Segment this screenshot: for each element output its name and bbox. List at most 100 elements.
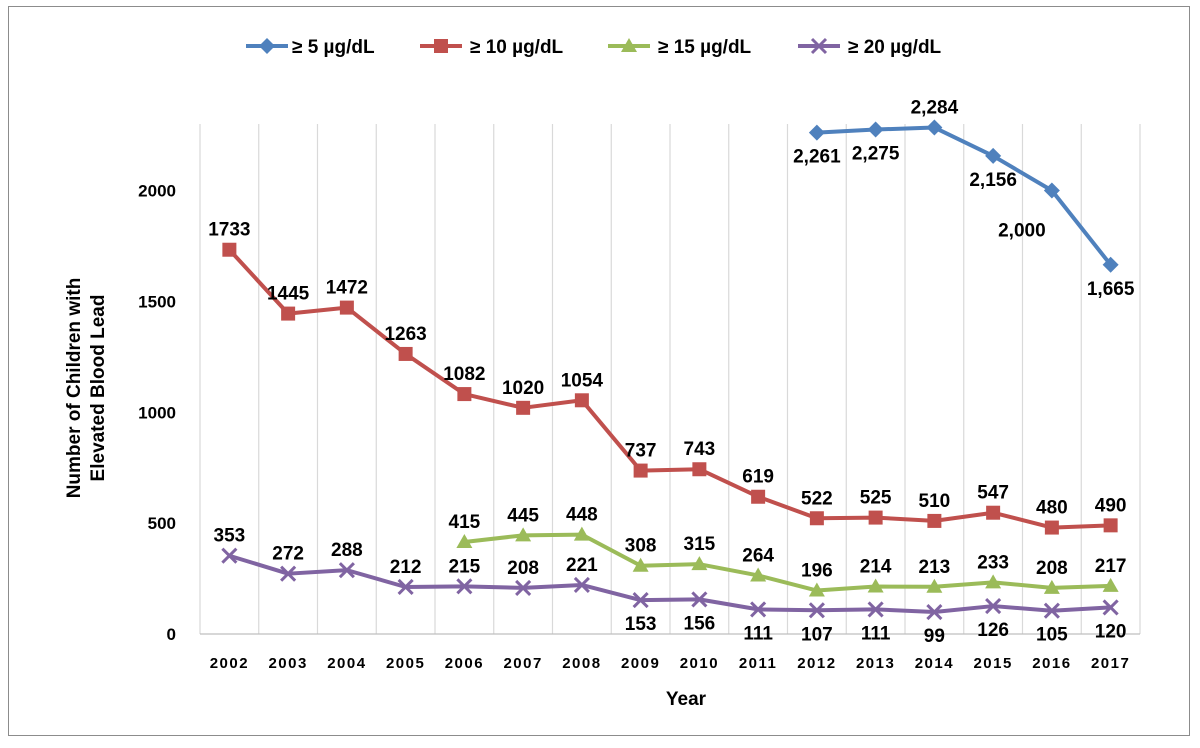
data-label: 217 xyxy=(1095,556,1127,577)
x-tick-label: 2004 xyxy=(327,655,366,672)
data-label: 510 xyxy=(919,491,951,512)
data-point xyxy=(632,557,649,572)
data-point xyxy=(692,462,707,477)
data-label: 107 xyxy=(801,624,833,645)
data-label: 288 xyxy=(331,540,363,561)
chart-frame xyxy=(8,6,1190,736)
x-tick-label: 2003 xyxy=(268,655,307,672)
data-label: 214 xyxy=(860,557,892,578)
legend-label: ≥ 15 µg/dL xyxy=(658,37,752,58)
grid-lines xyxy=(199,124,1141,634)
data-point xyxy=(573,576,590,594)
data-label: 1082 xyxy=(443,364,485,385)
data-label: 1445 xyxy=(267,284,310,305)
data-label: 1,665 xyxy=(1087,279,1135,300)
data-label: 272 xyxy=(272,544,304,565)
x-tick-label: 2015 xyxy=(973,655,1012,672)
series-line xyxy=(227,248,1111,530)
data-point xyxy=(221,547,238,564)
data-point xyxy=(633,463,648,478)
data-point xyxy=(691,591,708,608)
x-tick-label: 2006 xyxy=(445,655,484,672)
series-line xyxy=(464,532,1111,593)
data-point xyxy=(1043,579,1060,594)
data-label: 1054 xyxy=(561,370,604,391)
data-label: 2,156 xyxy=(969,170,1017,191)
data-label: 2,284 xyxy=(911,98,959,119)
data-label: 448 xyxy=(566,505,598,526)
x-tick-label: 2002 xyxy=(210,655,249,672)
data-point xyxy=(691,556,708,571)
data-point xyxy=(809,511,824,526)
data-label: 743 xyxy=(684,439,716,460)
data-label: 126 xyxy=(977,620,1009,641)
x-tick-label: 2011 xyxy=(739,655,778,672)
data-label: 1020 xyxy=(502,378,544,399)
data-label: 212 xyxy=(390,557,422,578)
data-point xyxy=(456,578,473,595)
data-point xyxy=(1043,182,1060,199)
x-axis-title: Year xyxy=(666,689,707,710)
data-label: 480 xyxy=(1036,498,1068,519)
x-tick-label: 2016 xyxy=(1032,655,1071,672)
data-point xyxy=(516,400,531,415)
data-label: 208 xyxy=(1036,558,1068,579)
data-label: 120 xyxy=(1095,621,1127,642)
data-point xyxy=(750,567,767,582)
data-point xyxy=(927,513,942,528)
data-label: 525 xyxy=(860,488,892,509)
legend-marker xyxy=(434,39,448,53)
x-tick-label: 2009 xyxy=(621,655,660,672)
data-label: 2,275 xyxy=(852,144,900,165)
legend: ≥ 5 µg/dL ≥ 10 µg/dL ≥ 15 µg/dL ≥ 20 µg/dL xyxy=(246,37,942,58)
data-point xyxy=(867,578,884,593)
series-line xyxy=(816,125,1113,267)
y-tick-label: 0 xyxy=(167,625,176,644)
data-label: 111 xyxy=(861,623,891,644)
data-point xyxy=(515,527,532,542)
x-tick-label: 2007 xyxy=(503,655,542,672)
data-label: 208 xyxy=(507,558,539,579)
data-label: 111 xyxy=(743,623,773,644)
legend-marker xyxy=(810,37,828,55)
data-label: 353 xyxy=(214,526,246,547)
y-axis-title-line2: Elevated Blood Lead xyxy=(88,295,109,482)
data-point xyxy=(750,601,767,618)
data-label: 105 xyxy=(1036,625,1068,646)
data-label: 737 xyxy=(625,441,657,462)
data-label: 196 xyxy=(801,561,833,582)
data-point xyxy=(574,393,589,408)
legend-label: ≥ 5 µg/dL xyxy=(292,37,375,58)
y-tick-label: 2000 xyxy=(138,182,176,201)
x-tick-label: 2010 xyxy=(680,655,719,672)
data-point xyxy=(926,603,943,621)
data-label: 490 xyxy=(1095,495,1127,516)
data-label: 415 xyxy=(449,512,481,533)
legend-item: ≥ 20 µg/dL xyxy=(798,37,942,58)
data-label: 445 xyxy=(507,505,539,526)
y-tick-label: 1500 xyxy=(138,292,176,311)
data-point xyxy=(515,579,532,596)
legend-item: ≥ 15 µg/dL xyxy=(608,37,752,58)
data-point xyxy=(281,306,296,321)
data-label: 99 xyxy=(924,626,945,647)
data-label: 264 xyxy=(742,545,774,566)
data-point xyxy=(397,578,414,596)
data-point xyxy=(280,565,297,582)
data-label: 1263 xyxy=(384,324,426,345)
axes: 0 500 1000 1500 2000 2002 2003 2004 2005 2006 2007… xyxy=(138,182,1140,672)
data-point xyxy=(985,574,1002,589)
data-point xyxy=(808,582,825,597)
data-point xyxy=(338,562,355,579)
data-point xyxy=(926,119,943,136)
x-tick-label: 2017 xyxy=(1091,655,1130,672)
x-tick-label: 2014 xyxy=(915,655,954,672)
data-point xyxy=(986,505,1001,520)
data-point xyxy=(808,124,825,141)
data-label: 308 xyxy=(625,536,657,557)
data-point xyxy=(398,346,413,361)
data-label: 2,000 xyxy=(998,221,1046,242)
legend-marker xyxy=(259,38,275,54)
legend-marker xyxy=(621,38,637,52)
